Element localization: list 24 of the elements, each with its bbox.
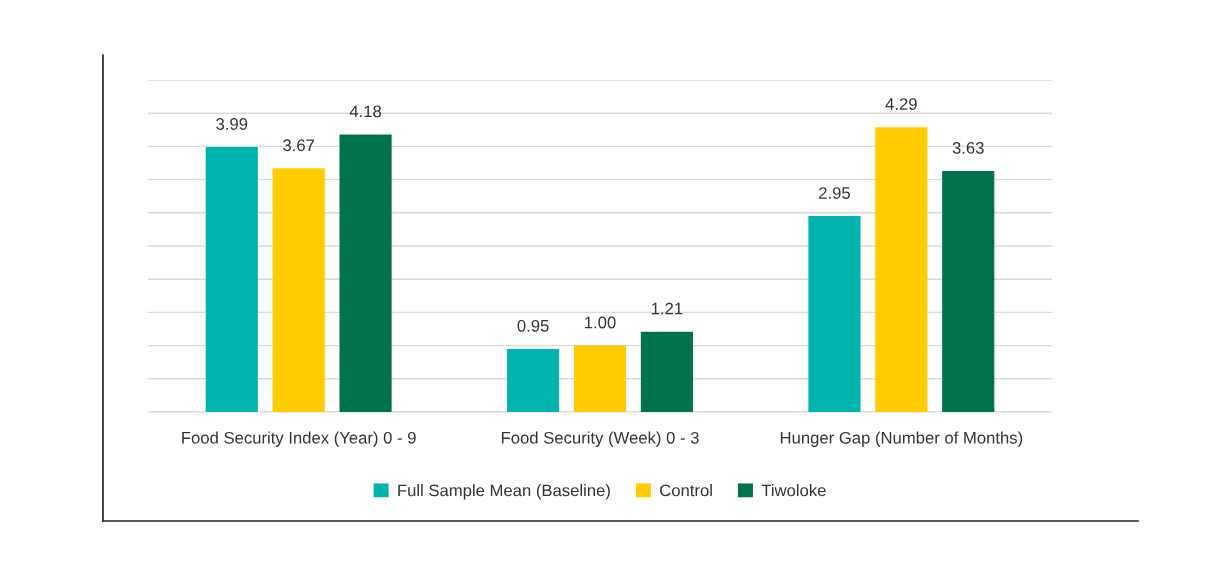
bar [573, 345, 627, 412]
legend-label: Full Sample Mean (Baseline) [398, 484, 610, 500]
bar [875, 127, 928, 412]
data-label: 2.95 [819, 187, 850, 199]
data-label: 0.95 [517, 319, 549, 332]
data-label: 4.18 [349, 105, 382, 118]
x-tick-label: Hunger Gap (Number of Months) [780, 431, 1023, 447]
data-label: 3.63 [952, 141, 984, 154]
data-label: 1.21 [651, 302, 683, 315]
data-label: 1.00 [585, 316, 616, 329]
legend-label: Tiwoloke [761, 484, 826, 497]
data-label: 3.99 [216, 118, 248, 130]
bar [640, 331, 693, 412]
data-label: 3.67 [283, 139, 315, 152]
x-tick-label: Food Security (Week) 0 - 3 [501, 431, 699, 447]
bar [272, 168, 325, 412]
bar [808, 216, 861, 412]
bar [339, 134, 392, 412]
x-tick-label: Food Security Index (Year) 0 - 9 [182, 431, 416, 447]
bar [205, 147, 258, 412]
legend-label: Control [660, 484, 712, 497]
bar [507, 348, 560, 412]
bar [942, 170, 995, 412]
data-label: 4.29 [885, 98, 917, 110]
